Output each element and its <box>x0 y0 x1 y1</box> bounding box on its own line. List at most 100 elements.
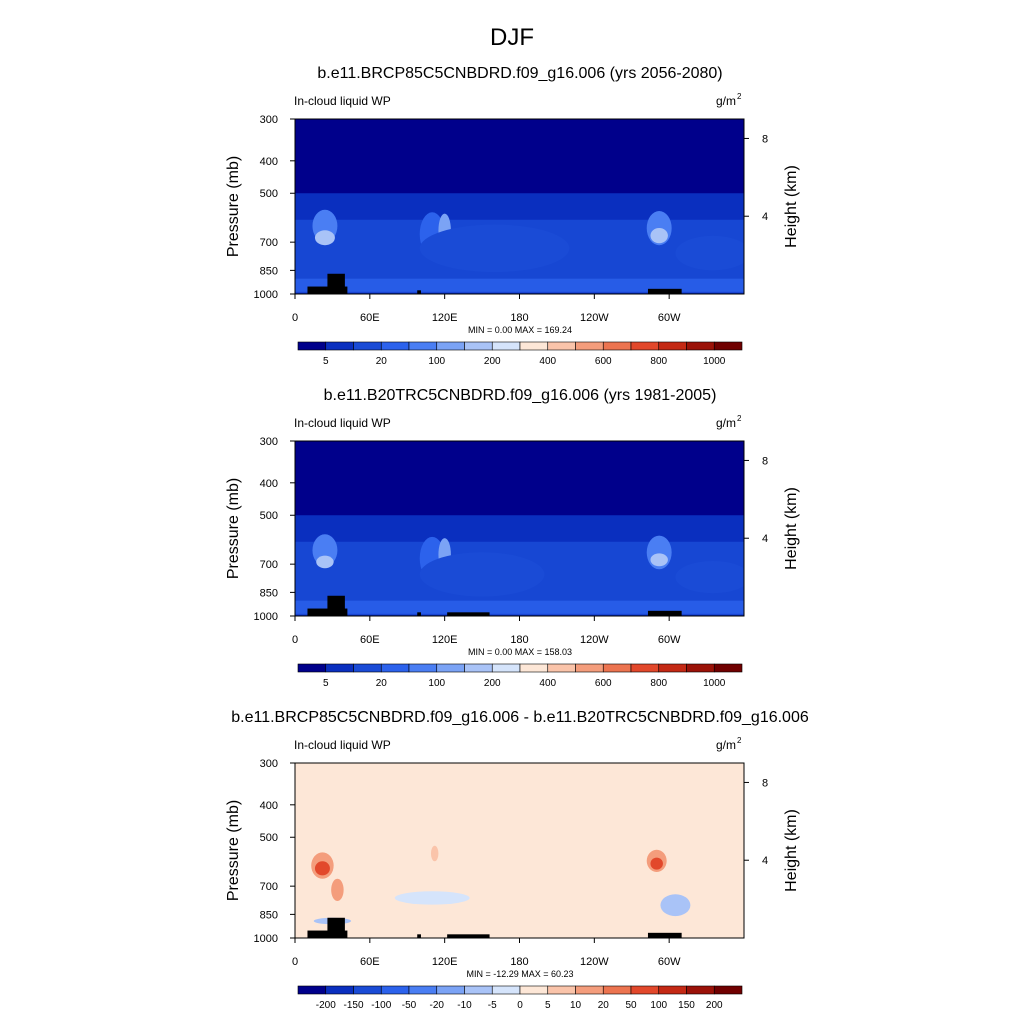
colorbar-swatch <box>436 663 465 673</box>
panel-title: b.e11.B20TRC5CNBDRD.f09_g16.006 (yrs 198… <box>324 387 717 404</box>
colorbar-swatch <box>380 341 410 351</box>
x-tick-label: 180 <box>510 634 528 646</box>
y2-tick-label: 8 <box>762 133 768 145</box>
units-superscript: 2 <box>737 736 742 745</box>
colorbar-label: 50 <box>625 1000 637 1011</box>
colorbar-swatch <box>519 341 549 351</box>
colorbar-swatch <box>325 341 354 351</box>
x-tick-label: 120E <box>432 634 458 646</box>
colorbar-swatch <box>547 663 576 673</box>
x-tick-label: 60E <box>360 634 380 646</box>
colorbar-swatch <box>408 341 438 351</box>
variable-label: In-cloud liquid WP <box>294 738 391 752</box>
y-tick-label: 850 <box>260 265 278 277</box>
y-tick-label: 500 <box>260 188 278 200</box>
colorbar-label: 150 <box>678 1000 695 1011</box>
y-axis-label: Pressure (mb) <box>225 478 242 579</box>
colorbar-label: 100 <box>428 356 445 367</box>
colorbar-label: 1000 <box>703 356 726 367</box>
x-tick-label: 120E <box>432 312 458 324</box>
colorbar-label: 400 <box>539 678 556 689</box>
colorbar-swatch <box>491 341 521 351</box>
y-tick-label: 300 <box>260 758 278 770</box>
y-tick-label: 400 <box>260 800 278 812</box>
colorbar-swatch <box>353 663 382 673</box>
contour-blob <box>419 224 570 273</box>
contour-field <box>295 763 744 938</box>
x-tick-label: 0 <box>292 956 298 968</box>
colorbar-swatch <box>353 341 382 351</box>
colorbar-swatch <box>713 341 743 351</box>
colorbar-swatch <box>408 985 438 995</box>
colorbar-swatch <box>713 663 743 673</box>
colorbar-label: 1000 <box>703 678 726 689</box>
units-label: g/m <box>716 94 736 108</box>
x-tick-label: 120W <box>580 634 609 646</box>
contour-blob <box>430 845 439 862</box>
boundary-layer <box>295 600 744 615</box>
terrain-mask <box>447 612 490 616</box>
colorbar-swatch <box>353 985 382 995</box>
colorbar-label: 20 <box>376 678 388 689</box>
colorbar-swatch <box>464 985 493 995</box>
y2-axis-label: Height (km) <box>783 809 800 892</box>
y2-tick-label: 4 <box>762 533 768 545</box>
colorbar-swatch <box>547 341 576 351</box>
colorbar-swatch <box>686 341 715 351</box>
colorbar-swatch <box>658 341 687 351</box>
boundary-layer <box>295 278 744 293</box>
contour-field <box>295 119 744 294</box>
colorbar-label: 600 <box>595 356 612 367</box>
colorbar-swatch <box>464 341 493 351</box>
x-tick-label: 0 <box>292 634 298 646</box>
terrain-mask <box>647 932 682 938</box>
stats-label: MIN = 0.00 MAX = 169.24 <box>468 325 572 335</box>
y-tick-label: 400 <box>260 156 278 168</box>
colorbar-swatch <box>602 663 632 673</box>
contour-blob <box>316 555 334 569</box>
contour-blob <box>675 561 744 594</box>
terrain-mask <box>417 612 421 616</box>
y-tick-label: 850 <box>260 909 278 921</box>
variable-label: In-cloud liquid WP <box>294 416 391 430</box>
colorbar-swatch <box>519 985 549 995</box>
colorbar-label: 600 <box>595 678 612 689</box>
contour-blob <box>314 230 335 246</box>
units-label: g/m <box>716 416 736 430</box>
x-tick-label: 120W <box>580 312 609 324</box>
y-tick-label: 700 <box>260 881 278 893</box>
y-tick-label: 1000 <box>254 933 278 945</box>
colorbar-swatch <box>491 663 521 673</box>
x-tick-label: 120E <box>432 956 458 968</box>
colorbar-label: 5 <box>323 356 329 367</box>
colorbar-swatch <box>491 985 521 995</box>
colorbar-label: -200 <box>316 1000 336 1011</box>
colorbar-label: 200 <box>484 678 501 689</box>
y2-axis-label: Height (km) <box>783 165 800 248</box>
contour-blob <box>394 891 470 905</box>
colorbar-swatch <box>297 663 327 673</box>
contour-blob <box>650 227 668 244</box>
units-label: g/m <box>716 738 736 752</box>
y-tick-label: 1000 <box>254 611 278 623</box>
colorbar-swatch <box>686 985 715 995</box>
colorbar-label: 0 <box>517 1000 523 1011</box>
x-tick-label: 180 <box>510 956 528 968</box>
y2-tick-label: 8 <box>762 455 768 467</box>
y-axis-label: Pressure (mb) <box>225 800 242 901</box>
colorbar-swatch <box>630 985 660 995</box>
y-tick-label: 300 <box>260 114 278 126</box>
colorbar-label: 20 <box>376 356 388 367</box>
colorbar-swatch <box>547 985 576 995</box>
y-tick-label: 500 <box>260 510 278 522</box>
colorbar-swatch <box>630 663 660 673</box>
x-tick-label: 60E <box>360 312 380 324</box>
terrain-mask <box>327 273 345 294</box>
colorbar-swatch <box>436 985 465 995</box>
colorbar-swatch <box>686 663 715 673</box>
stats-label: MIN = 0.00 MAX = 158.03 <box>468 647 572 657</box>
colorbar-swatch <box>630 341 660 351</box>
terrain-mask <box>327 595 345 616</box>
colorbar-swatch <box>408 663 438 673</box>
y2-tick-label: 4 <box>762 855 768 867</box>
